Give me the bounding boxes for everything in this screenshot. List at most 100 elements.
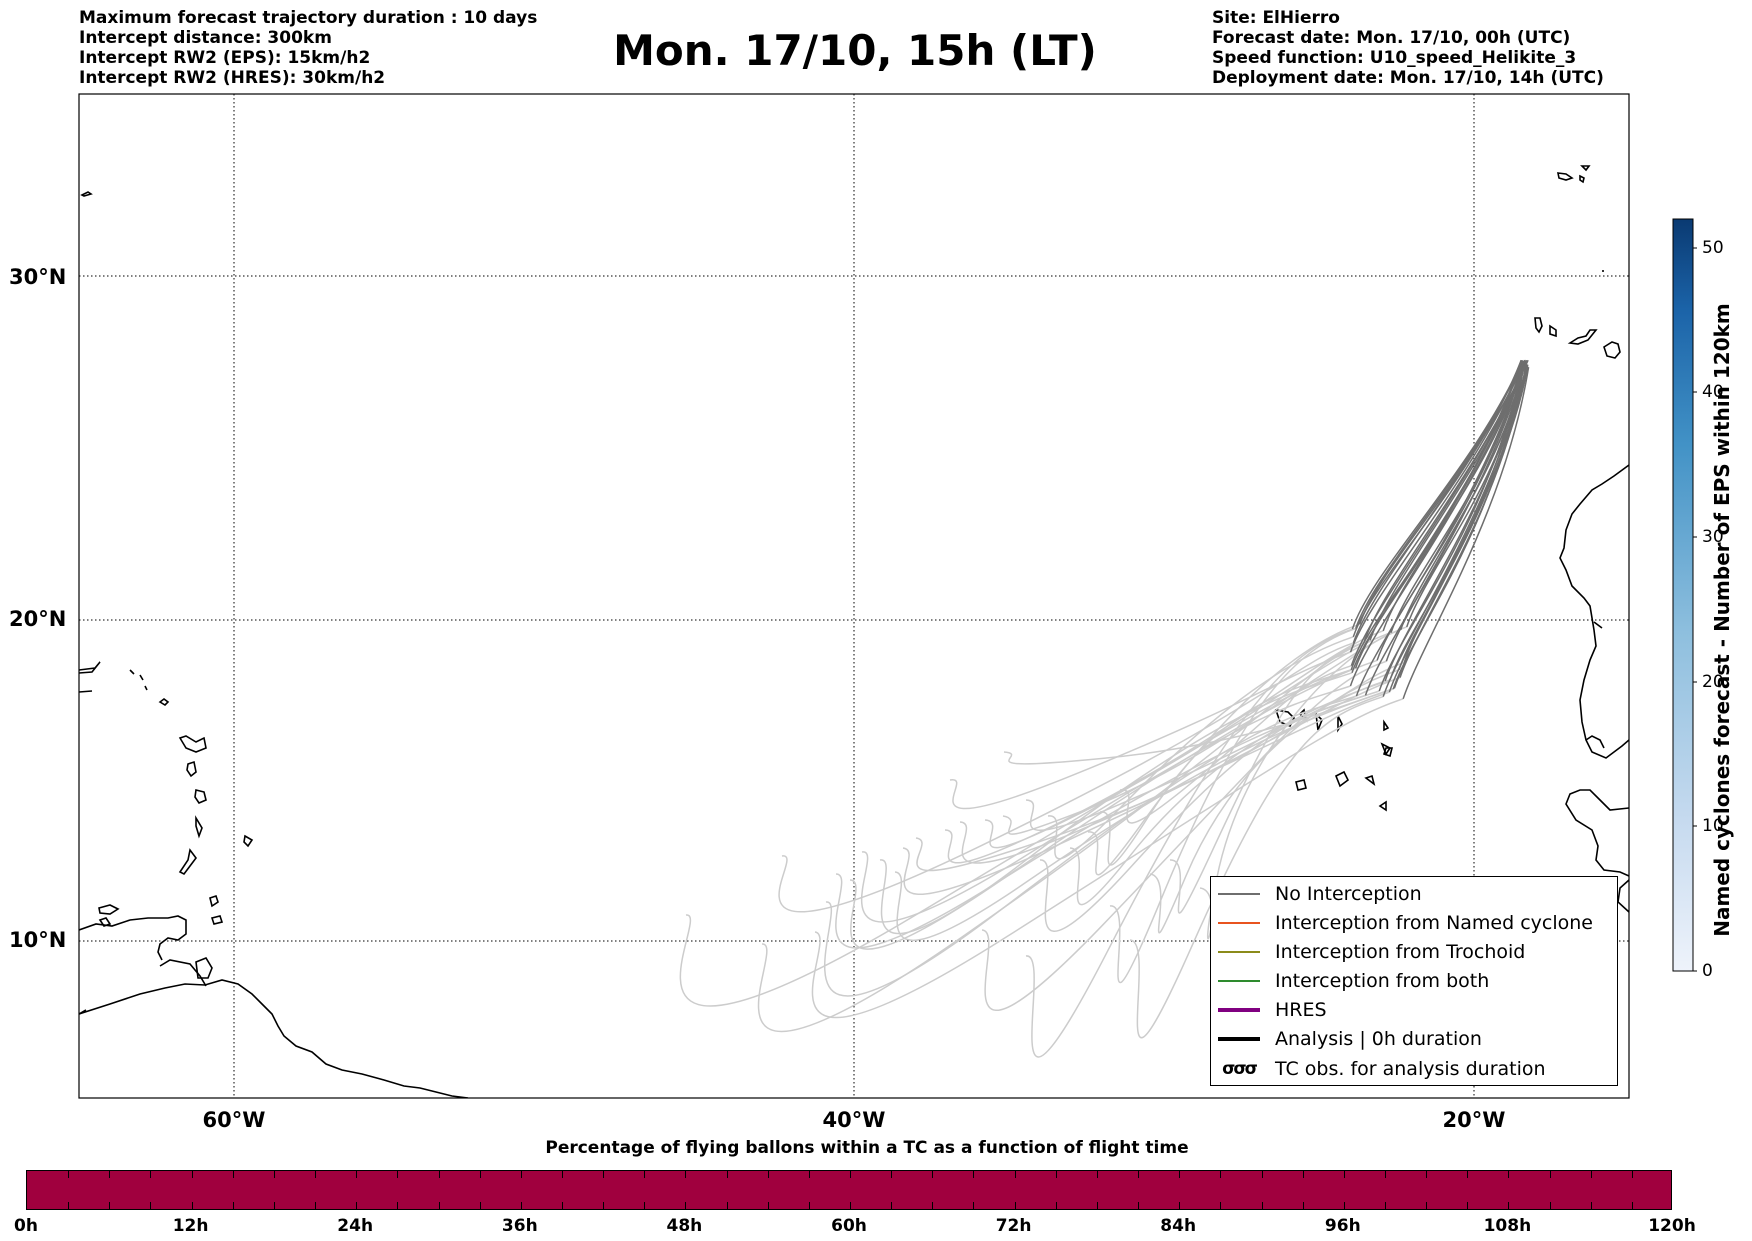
lon-label: 20°W [1442, 1108, 1506, 1132]
lat-label: 30°N [9, 265, 67, 289]
tc-bar-tick [1467, 1171, 1468, 1178]
tc-bar-hour-label: 24h [337, 1216, 374, 1236]
trajectory-late-segment [1109, 627, 1356, 984]
tc-bar-tick [150, 1171, 151, 1178]
header-right-line: Site: ElHierro [1212, 8, 1340, 28]
legend-label: Interception from Trochoid [1275, 941, 1526, 963]
lon-label: 40°W [822, 1108, 886, 1132]
tc-bar-tick [685, 1202, 686, 1209]
tc-bar-tick [562, 1171, 563, 1178]
trajectory-late-segment [860, 685, 1351, 923]
island-abc [98, 904, 120, 915]
island-tobago [210, 915, 224, 925]
trajectory-late-segment [778, 642, 1354, 913]
trajectory-late-segment [1129, 695, 1384, 1039]
tc-bar-tick [356, 1202, 357, 1209]
trajectory-early-segment [1385, 364, 1529, 662]
tc-bar-tick [809, 1202, 810, 1209]
legend-label: No Interception [1275, 883, 1422, 905]
trajectory-late-segment [959, 691, 1390, 864]
header-left-line: Maximum forecast trajectory duration : 1… [79, 8, 538, 28]
legend-swatch [1218, 1008, 1260, 1012]
tc-bar-tick [1097, 1202, 1098, 1209]
tc-bar-hour-label: 72h [995, 1216, 1032, 1236]
trajectory-late-segment [1087, 623, 1361, 876]
trajectory-late-segment [1169, 641, 1365, 914]
tc-bar-tick [562, 1202, 563, 1209]
tc-bar-tick [1344, 1202, 1345, 1209]
tc-bar-tick [521, 1171, 522, 1178]
island-trinidad [195, 957, 213, 979]
header-right-line: Speed function: U10_speed_Helikite_3 [1212, 48, 1577, 68]
map-frame [78, 93, 1630, 1099]
tc-bar-tick [480, 1171, 481, 1178]
tc-bar-tick [150, 1202, 151, 1209]
lat-label: 20°N [9, 607, 67, 631]
lon-label: 60°W [202, 1108, 266, 1132]
tc-bar-tick [315, 1202, 316, 1209]
island-abc [98, 917, 112, 927]
island-lesser [178, 848, 197, 876]
legend-swatch [1218, 893, 1260, 895]
tc-bar-tick [1015, 1171, 1016, 1178]
trajectory-early-segment [1393, 365, 1525, 689]
tc-bar-tick [973, 1171, 974, 1178]
island-cape-verde [1295, 779, 1307, 791]
header-left-info: Maximum forecast trajectory duration : 1… [79, 8, 537, 88]
tc-bar-tick [850, 1171, 851, 1178]
tc-bar-tick [1179, 1171, 1180, 1178]
header-right-info: Site: ElHierro Forecast date: Mon. 17/10… [1212, 8, 1604, 88]
legend-swatch [1218, 1037, 1260, 1041]
tc-bar-tick [109, 1171, 110, 1178]
coast-venezuela [79, 959, 207, 1015]
tc-bar-tick [233, 1171, 234, 1178]
colorbar-tick-label: 10 [1702, 816, 1724, 836]
colorbar-tick-label: 50 [1702, 238, 1724, 258]
tc-bar-tick [480, 1202, 481, 1209]
colorbar-tick-label: 40 [1702, 382, 1724, 402]
island-small [80, 191, 93, 197]
coast-africa [1559, 464, 1629, 759]
tc-bar-tick [397, 1171, 398, 1178]
legend-label: HRES [1275, 999, 1327, 1021]
tc-bar-tick [1303, 1202, 1304, 1209]
map-legend: No Interception Interception from Named … [1210, 876, 1618, 1086]
trajectory-late-segment [1119, 665, 1352, 824]
coast-guinea [1617, 879, 1629, 913]
tc-bar-tick [1344, 1171, 1345, 1178]
trajectory-early-segment [1384, 364, 1528, 682]
lat-label: 10°N [9, 928, 67, 952]
tc-bar-tick [603, 1171, 604, 1178]
island-lesser [186, 760, 197, 778]
header-right-line: Deployment date: Mon. 17/10, 14h (UTC) [1212, 68, 1604, 88]
tc-bar-tick [1220, 1171, 1221, 1178]
coast-senegal-detail [1585, 621, 1605, 749]
tc-bar-tick [1056, 1202, 1057, 1209]
tc-bar-tick [1591, 1202, 1592, 1209]
tc-bar-tick [1138, 1202, 1139, 1209]
tc-bar-tick [439, 1171, 440, 1178]
trajectory-early-segment [1390, 365, 1523, 633]
island-porto-santo [1580, 165, 1591, 172]
trajectory-late-segment [1069, 679, 1391, 906]
tc-bar-hour-label: 48h [666, 1216, 703, 1236]
legend-item-no-interception: No Interception [1217, 881, 1422, 907]
tc-bar-tick [397, 1202, 398, 1209]
tc-bar-tick [1015, 1202, 1016, 1209]
island-lesser [158, 698, 170, 707]
island-cape-verde [1383, 719, 1390, 732]
trajectory-early-segment [1376, 363, 1523, 661]
trajectory-late-segment [1039, 694, 1366, 932]
island-lesser [129, 669, 148, 691]
trajectory-early-segment [1349, 359, 1528, 687]
trajectory-late-segment [811, 698, 1404, 1019]
header-left-line: Intercept RW2 (HRES): 30km/h2 [79, 68, 386, 88]
trajectory-early-segment [1351, 360, 1524, 630]
tc-bar-tick [1385, 1202, 1386, 1209]
trajectory-late-segment [902, 676, 1401, 896]
legend-item-trochoid: Interception from Trochoid [1217, 939, 1525, 965]
trajectory-early-segment [1402, 366, 1530, 700]
trajectory-late-segment [1025, 628, 1353, 1058]
colorbar-tick-label: 0 [1702, 961, 1713, 981]
